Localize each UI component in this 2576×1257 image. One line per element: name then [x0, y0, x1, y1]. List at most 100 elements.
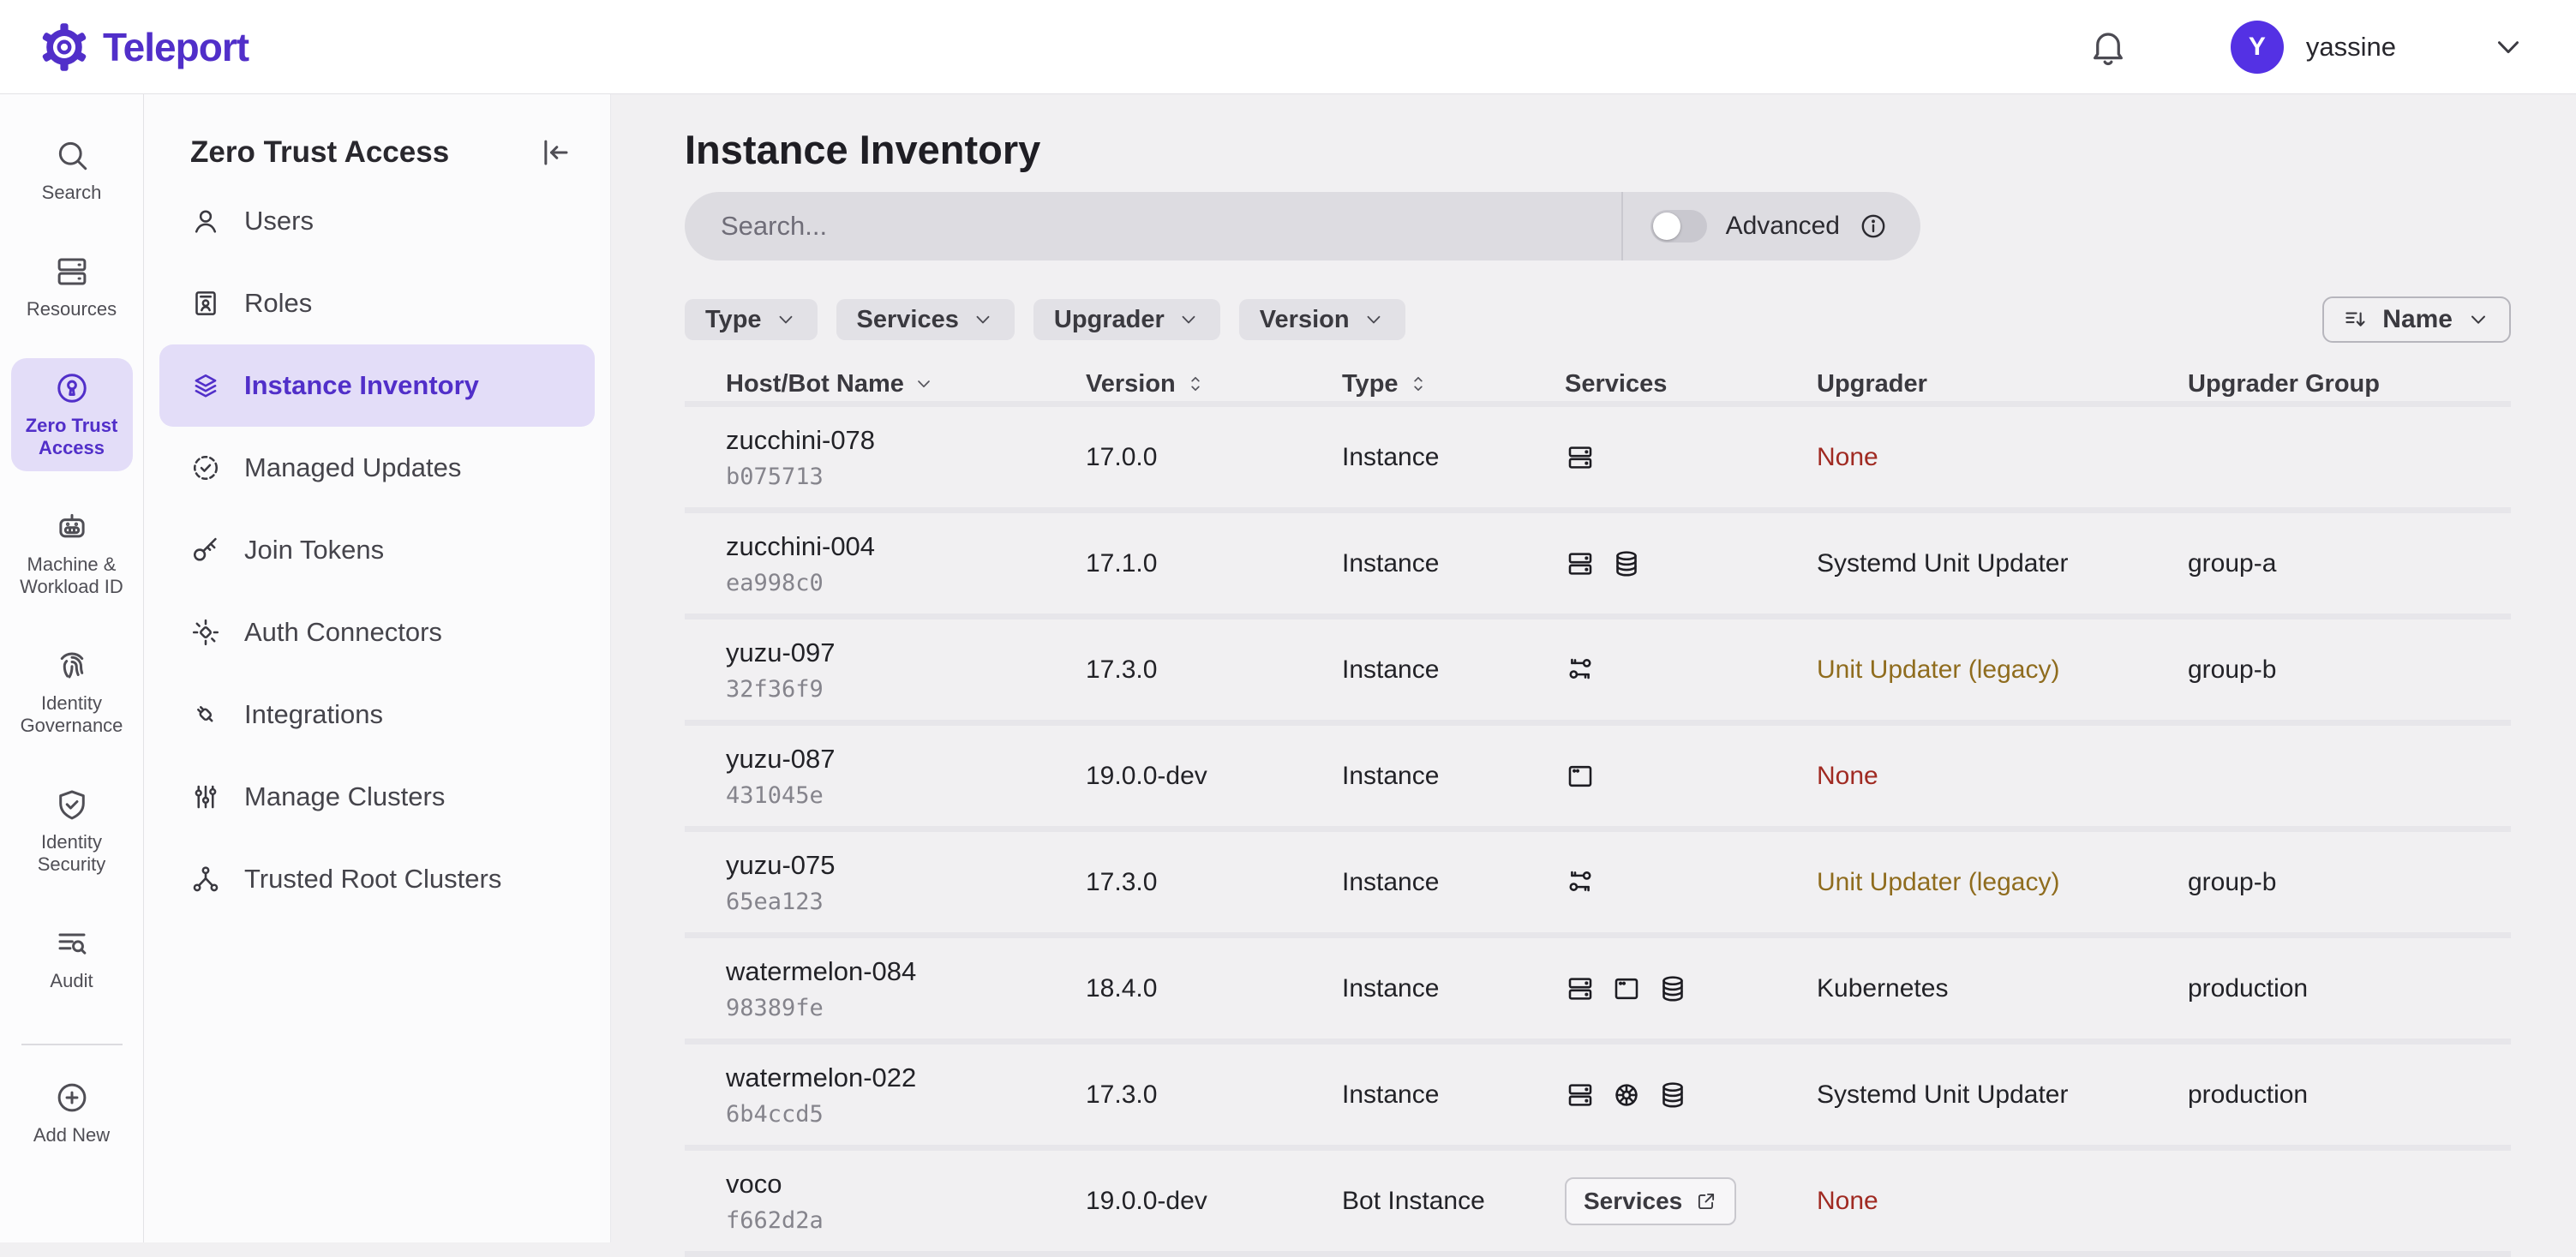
keys-service-icon: [1565, 655, 1596, 685]
user-icon: [190, 206, 221, 236]
type-cell: Instance: [1342, 1080, 1565, 1110]
upgrader-group-cell: production: [2188, 1080, 2511, 1110]
global-nav-item-add-new[interactable]: Add New: [11, 1068, 133, 1158]
global-nav-item-identity-security[interactable]: Identity Security: [11, 775, 133, 888]
column-header-type[interactable]: Type: [1342, 370, 1565, 398]
user-name: yassine: [2306, 32, 2396, 63]
row-divider: [685, 932, 2511, 938]
table-row[interactable]: voco f662d2a 19.0.0-dev Bot Instance Ser…: [685, 1151, 2511, 1251]
table-header-row: Host/Bot Name Version Type Services: [685, 367, 2511, 401]
global-nav-item-identity-governance[interactable]: Identity Governance: [11, 636, 133, 749]
panel-nav-item-auth-connectors[interactable]: Auth Connectors: [159, 591, 595, 673]
table-row[interactable]: zucchini-078 b075713 17.0.0 Instance Non…: [685, 407, 2511, 507]
table-row[interactable]: yuzu-075 65ea123 17.3.0 Instance Unit Up…: [685, 832, 2511, 932]
global-nav-label: Identity Security: [15, 831, 129, 876]
panel-nav-item-managed-updates[interactable]: Managed Updates: [159, 427, 595, 509]
search-bar: Advanced: [685, 192, 1920, 260]
host-id: 32f36f9: [726, 676, 1086, 703]
panel-nav-item-join-tokens[interactable]: Join Tokens: [159, 509, 595, 591]
layers-icon: [190, 370, 221, 401]
global-nav-item-search[interactable]: Search: [11, 125, 133, 216]
host-id: 6b4ccd5: [726, 1101, 1086, 1128]
panel-title: Zero Trust Access: [190, 135, 449, 170]
host-name-cell: zucchini-078 b075713: [685, 425, 1086, 490]
database-service-icon: [1657, 973, 1688, 1004]
host-id: 431045e: [726, 782, 1086, 809]
id-card-icon: [190, 288, 221, 319]
panel-collapse-button[interactable]: [536, 135, 572, 171]
filter-chip-upgrader[interactable]: Upgrader: [1033, 299, 1220, 340]
plus-circle-icon: [54, 1080, 90, 1116]
search-input[interactable]: [685, 192, 1621, 260]
global-nav-divider: [21, 1044, 123, 1045]
column-header-host-bot-name[interactable]: Host/Bot Name: [685, 370, 1086, 398]
user-menu-chevron-icon[interactable]: [2490, 29, 2526, 65]
global-nav-label: Search: [42, 182, 102, 204]
advanced-toggle[interactable]: [1650, 210, 1707, 242]
server-service-icon: [1565, 442, 1596, 473]
type-cell: Bot Instance: [1342, 1187, 1565, 1216]
update-check-icon: [190, 452, 221, 483]
panel-nav-label: Integrations: [244, 699, 383, 730]
app-root: Teleport Y yassine Search Resources Zero…: [0, 0, 2576, 1242]
panel-nav-item-trusted-root-clusters[interactable]: Trusted Root Clusters: [159, 838, 595, 920]
notifications-bell-icon[interactable]: [2088, 27, 2128, 67]
toggle-knob: [1653, 212, 1680, 240]
panel-nav-item-instance-inventory[interactable]: Instance Inventory: [159, 344, 595, 427]
services-cell: [1565, 442, 1817, 473]
global-nav-item-machine-workload-id[interactable]: Machine & Workload ID: [11, 497, 133, 610]
services-button-label: Services: [1584, 1188, 1682, 1215]
brand-logo[interactable]: Teleport: [39, 22, 249, 72]
version-cell: 17.0.0: [1086, 443, 1342, 472]
chevron-down-icon: [2466, 308, 2490, 332]
auth-connector-icon: [190, 617, 221, 648]
row-divider: [685, 826, 2511, 832]
upgrader-cell: Systemd Unit Updater: [1817, 1080, 2188, 1110]
table-body: zucchini-078 b075713 17.0.0 Instance Non…: [685, 407, 2511, 1257]
filter-chip-type[interactable]: Type: [685, 299, 818, 340]
fingerprint-icon: [54, 648, 90, 684]
global-nav-label: Machine & Workload ID: [15, 554, 129, 598]
table-row[interactable]: watermelon-022 6b4ccd5 17.3.0 Instance S…: [685, 1045, 2511, 1145]
table-row[interactable]: yuzu-097 32f36f9 17.3.0 Instance Unit Up…: [685, 620, 2511, 720]
row-divider: [685, 1039, 2511, 1045]
table-row[interactable]: zucchini-004 ea998c0 17.1.0 Instance Sys…: [685, 513, 2511, 614]
table-row[interactable]: watermelon-084 98389fe 18.4.0 Instance K…: [685, 938, 2511, 1039]
services-cell: [1565, 867, 1817, 898]
brand-name: Teleport: [103, 24, 249, 70]
sort-button[interactable]: Name: [2322, 296, 2511, 343]
global-nav-items: Search Resources Zero Trust Access Machi…: [11, 125, 133, 1030]
upgrader-cell: Kubernetes: [1817, 974, 2188, 1003]
row-divider: [685, 507, 2511, 513]
services-cell: [1565, 761, 1817, 792]
panel-nav-list: Users Roles Instance Inventory Managed U…: [144, 180, 610, 920]
global-nav-item-resources[interactable]: Resources: [11, 242, 133, 332]
panel-nav-item-integrations[interactable]: Integrations: [159, 673, 595, 756]
filter-chip-version[interactable]: Version: [1239, 299, 1405, 340]
filter-chip-services[interactable]: Services: [836, 299, 1015, 340]
services-cell: Services: [1565, 1177, 1817, 1225]
table-row[interactable]: yuzu-087 431045e 19.0.0-dev Instance Non…: [685, 726, 2511, 826]
section-panel: Zero Trust Access Users Roles Instance I…: [144, 94, 611, 1242]
panel-header: Zero Trust Access: [144, 132, 610, 173]
column-header-version[interactable]: Version: [1086, 370, 1342, 398]
panel-nav-item-manage-clusters[interactable]: Manage Clusters: [159, 756, 595, 838]
type-cell: Instance: [1342, 974, 1565, 1003]
type-cell: Instance: [1342, 549, 1565, 578]
panel-nav-label: Users: [244, 206, 314, 236]
panel-nav-item-roles[interactable]: Roles: [159, 262, 595, 344]
host-name-cell: voco f662d2a: [685, 1169, 1086, 1234]
global-nav-item-audit[interactable]: Audit: [11, 913, 133, 1004]
host-name: yuzu-097: [726, 637, 1086, 668]
row-divider: [685, 1251, 2511, 1257]
user-avatar[interactable]: Y: [2231, 21, 2284, 74]
servers-icon: [54, 254, 90, 290]
services-expand-button[interactable]: Services: [1565, 1177, 1736, 1225]
host-name-cell: watermelon-084 98389fe: [685, 956, 1086, 1021]
server-service-icon: [1565, 1080, 1596, 1110]
list-search-icon: [54, 925, 90, 961]
info-icon[interactable]: [1859, 212, 1888, 241]
panel-nav-item-users[interactable]: Users: [159, 180, 595, 262]
application-service-icon: [1611, 973, 1642, 1004]
global-nav-item-zero-trust-access[interactable]: Zero Trust Access: [11, 358, 133, 471]
